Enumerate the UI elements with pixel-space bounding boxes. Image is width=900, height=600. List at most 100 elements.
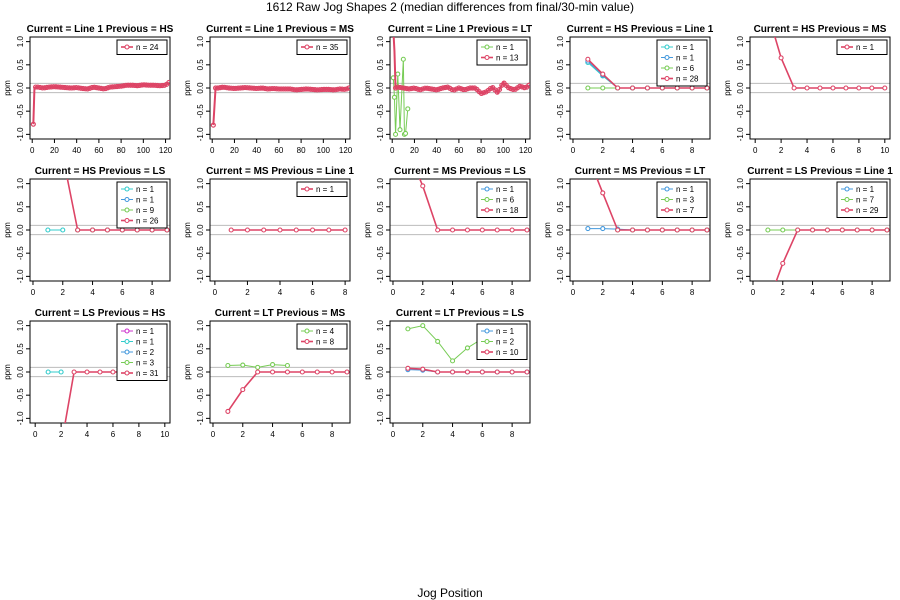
data-point [435, 338, 441, 344]
y-tick-label: 1.0 [16, 320, 25, 332]
x-tick-label: 0 [751, 288, 756, 297]
legend-marker [484, 54, 490, 61]
x-tick-label: 0 [391, 430, 396, 439]
y-tick-label: 0.5 [196, 343, 205, 355]
y-tick-label: 1.0 [736, 178, 745, 190]
data-point [496, 86, 503, 93]
legend: n = 1 [836, 39, 888, 55]
y-tick-label: 0.0 [16, 82, 25, 94]
data-point [397, 84, 403, 91]
series-red [225, 369, 350, 414]
data-point [134, 227, 140, 233]
plot-area [418, 179, 530, 233]
data-point [255, 369, 261, 375]
legend-label: n = 2 [136, 348, 155, 357]
data-point [75, 85, 82, 91]
data-point [795, 227, 801, 233]
data-point [450, 227, 456, 233]
x-tick-label: 60 [94, 146, 103, 155]
data-point [104, 227, 110, 233]
x-tick-label: 4 [630, 288, 635, 297]
x-tick-label: 0 [210, 146, 215, 155]
x-tick-label: 40 [252, 146, 261, 155]
data-point [704, 227, 710, 233]
data-point [856, 85, 862, 91]
series-green [390, 56, 411, 137]
y-tick-label: -0.5 [376, 246, 385, 260]
y-axis-label: ppm [363, 222, 372, 238]
data-point [159, 82, 165, 89]
legend: n = 1n = 1n = 2n = 3n = 31 [116, 323, 168, 381]
x-tick-label: 40 [432, 146, 441, 155]
legend-label: n = 8 [316, 338, 335, 347]
data-point [824, 227, 830, 233]
series-red [228, 227, 348, 233]
x-tick-label: 0 [33, 430, 38, 439]
legend-marker [484, 196, 490, 203]
data-point [524, 369, 530, 375]
x-tick-label: 6 [480, 288, 485, 297]
legend-marker [304, 186, 310, 192]
y-tick-label: -0.5 [736, 246, 745, 260]
plot-area [585, 179, 710, 233]
series-cyan [45, 369, 64, 375]
x-tick-label: 6 [120, 288, 125, 297]
legend-label: n = 1 [676, 43, 695, 52]
data-point [420, 183, 426, 189]
data-point [780, 260, 786, 266]
y-tick-label: 1.0 [556, 36, 565, 48]
data-point [97, 369, 103, 375]
legend-box [296, 323, 348, 350]
legend-box [296, 39, 348, 55]
x-tick-label: 0 [31, 288, 36, 297]
data-point [585, 226, 591, 232]
data-point [479, 369, 485, 375]
y-tick-label: -1.0 [196, 269, 205, 283]
data-point [510, 86, 516, 92]
y-axis-label: ppm [183, 222, 192, 238]
y-axis-label: ppm [183, 80, 192, 96]
legend-marker [124, 217, 130, 224]
data-point [526, 82, 530, 88]
data-point [210, 122, 216, 128]
data-point [73, 84, 79, 91]
x-tick-label: 6 [660, 288, 665, 297]
data-point [420, 323, 426, 329]
legend-marker [124, 207, 130, 213]
data-point [91, 84, 97, 90]
data-point [450, 369, 456, 375]
series-red [418, 179, 530, 233]
data-point [93, 85, 100, 91]
x-tick-label: 8 [510, 430, 515, 439]
x-tick-label: 6 [660, 146, 665, 155]
y-tick-label: 0.0 [556, 82, 565, 94]
x-tick-label: 0 [213, 288, 218, 297]
data-point [397, 127, 403, 133]
y-tick-label: 0.0 [376, 366, 385, 378]
data-point [469, 85, 476, 91]
y-tick-label: 1.0 [16, 36, 25, 48]
data-point [406, 86, 412, 92]
legend-label: n = 1 [316, 185, 335, 194]
panel-5: Current = HS Previous = MS -1.0 -0.5 0.0 0.5… [723, 24, 891, 155]
x-tick-label: 0 [753, 146, 758, 155]
data-point [405, 365, 411, 371]
legend-label: n = 13 [496, 54, 519, 63]
x-tick-label: 4 [450, 288, 455, 297]
y-tick-label: 0.5 [16, 343, 25, 355]
data-point [435, 369, 441, 375]
legend-box [116, 39, 168, 55]
legend-label: n = 7 [856, 196, 875, 205]
legend-label: n = 26 [136, 217, 159, 226]
y-tick-label: 0.5 [376, 343, 385, 355]
data-point [329, 369, 335, 375]
data-point [600, 226, 606, 232]
legend-marker [664, 207, 670, 213]
data-point [225, 408, 231, 414]
legend-box [836, 39, 888, 55]
data-point [395, 84, 401, 90]
x-tick-label: 100 [317, 146, 331, 155]
legend-marker [844, 44, 850, 50]
plot-area [585, 56, 710, 91]
